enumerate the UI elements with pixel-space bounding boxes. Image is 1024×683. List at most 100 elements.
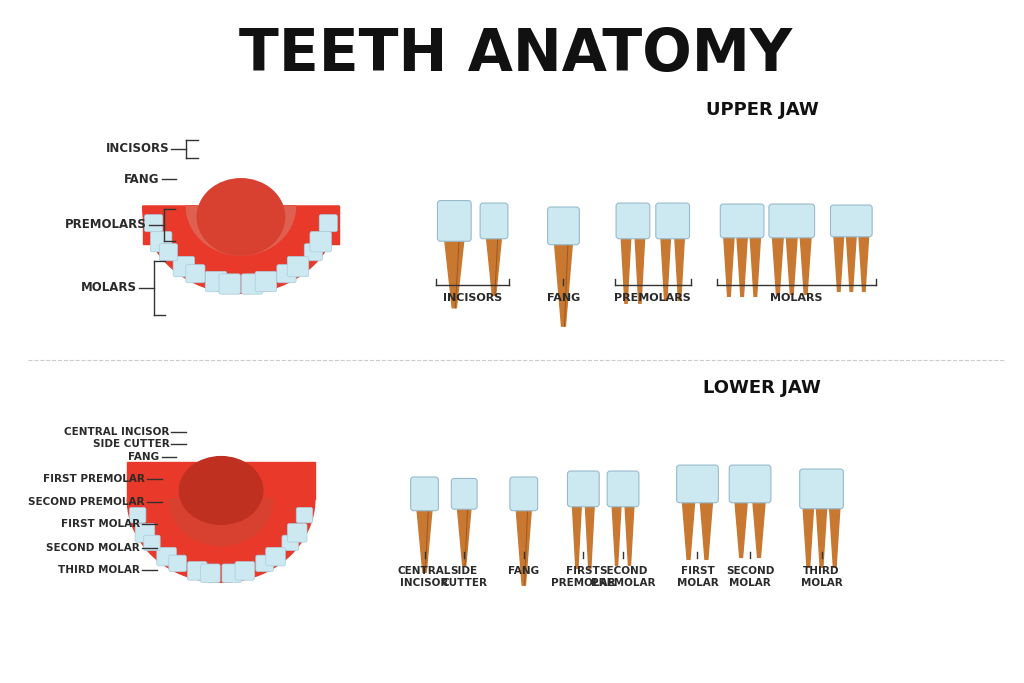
Polygon shape	[660, 236, 671, 301]
Polygon shape	[127, 499, 314, 582]
Polygon shape	[169, 499, 273, 546]
Polygon shape	[735, 500, 748, 557]
FancyBboxPatch shape	[185, 264, 205, 283]
Text: INCISORS: INCISORS	[443, 294, 503, 303]
Text: SIDE CUTTER: SIDE CUTTER	[93, 439, 169, 449]
FancyBboxPatch shape	[288, 524, 307, 542]
FancyBboxPatch shape	[276, 264, 296, 283]
Text: PREMOLARS: PREMOLARS	[614, 294, 691, 303]
FancyBboxPatch shape	[607, 471, 639, 507]
FancyBboxPatch shape	[282, 535, 298, 550]
Polygon shape	[554, 242, 572, 326]
FancyBboxPatch shape	[144, 214, 163, 232]
FancyBboxPatch shape	[769, 204, 814, 238]
FancyBboxPatch shape	[201, 564, 220, 583]
Polygon shape	[186, 206, 296, 255]
FancyBboxPatch shape	[236, 561, 255, 580]
FancyBboxPatch shape	[677, 465, 718, 503]
Text: LOWER JAW: LOWER JAW	[703, 378, 821, 397]
FancyBboxPatch shape	[510, 477, 538, 511]
Polygon shape	[724, 235, 734, 296]
FancyBboxPatch shape	[169, 555, 186, 572]
Text: FANG: FANG	[124, 173, 160, 186]
Polygon shape	[803, 505, 814, 568]
Polygon shape	[750, 235, 761, 296]
Text: SECOND
PREMOLAR: SECOND PREMOLAR	[591, 566, 655, 588]
Text: THIRD
MOLAR: THIRD MOLAR	[801, 566, 843, 588]
FancyBboxPatch shape	[288, 256, 308, 277]
FancyBboxPatch shape	[205, 271, 226, 292]
Polygon shape	[572, 504, 582, 568]
Polygon shape	[834, 234, 844, 292]
FancyBboxPatch shape	[310, 232, 332, 252]
Text: INCISORS: INCISORS	[105, 143, 169, 156]
Text: FANG: FANG	[547, 294, 581, 303]
Text: FIRST
PREMOLAR: FIRST PREMOLAR	[551, 566, 615, 588]
Polygon shape	[586, 504, 594, 568]
Ellipse shape	[179, 457, 263, 525]
Polygon shape	[635, 236, 645, 303]
FancyBboxPatch shape	[160, 244, 177, 261]
FancyBboxPatch shape	[452, 479, 477, 510]
Polygon shape	[846, 234, 856, 292]
Polygon shape	[142, 206, 339, 245]
Text: CENTRAL
INCISOR: CENTRAL INCISOR	[398, 566, 452, 588]
Text: THIRD MOLAR: THIRD MOLAR	[57, 566, 139, 575]
Text: SECOND
MOLAR: SECOND MOLAR	[726, 566, 774, 588]
Polygon shape	[516, 507, 531, 585]
FancyBboxPatch shape	[143, 535, 160, 550]
Text: TEETH ANATOMY: TEETH ANATOMY	[240, 26, 793, 83]
FancyBboxPatch shape	[411, 477, 438, 511]
Text: SECOND MOLAR: SECOND MOLAR	[46, 544, 139, 553]
FancyBboxPatch shape	[437, 201, 471, 241]
Text: SIDE
CUTTER: SIDE CUTTER	[441, 566, 487, 588]
Text: PREMOLARS: PREMOLARS	[65, 219, 146, 232]
FancyBboxPatch shape	[548, 207, 580, 245]
Polygon shape	[142, 206, 339, 294]
Polygon shape	[859, 234, 868, 292]
Ellipse shape	[198, 179, 285, 255]
Polygon shape	[753, 500, 765, 557]
FancyBboxPatch shape	[222, 564, 242, 583]
Text: MOLARS: MOLARS	[770, 294, 823, 303]
Polygon shape	[682, 500, 695, 559]
FancyBboxPatch shape	[187, 561, 207, 580]
Text: FIRST
MOLAR: FIRST MOLAR	[677, 566, 719, 588]
FancyBboxPatch shape	[480, 203, 508, 239]
FancyBboxPatch shape	[219, 274, 241, 294]
Text: FIRST MOLAR: FIRST MOLAR	[60, 518, 139, 529]
Polygon shape	[700, 500, 713, 559]
FancyBboxPatch shape	[135, 524, 155, 542]
Polygon shape	[612, 504, 622, 566]
Polygon shape	[829, 505, 840, 568]
FancyBboxPatch shape	[830, 205, 872, 237]
Polygon shape	[486, 236, 502, 295]
FancyBboxPatch shape	[567, 471, 599, 507]
Polygon shape	[622, 236, 631, 303]
FancyBboxPatch shape	[800, 469, 844, 509]
FancyBboxPatch shape	[173, 256, 195, 277]
Text: UPPER JAW: UPPER JAW	[706, 101, 818, 119]
Polygon shape	[675, 236, 684, 301]
FancyBboxPatch shape	[255, 271, 276, 292]
Polygon shape	[458, 506, 471, 566]
FancyBboxPatch shape	[319, 214, 337, 232]
FancyBboxPatch shape	[296, 507, 312, 523]
FancyBboxPatch shape	[720, 204, 764, 238]
FancyBboxPatch shape	[157, 547, 176, 566]
FancyBboxPatch shape	[266, 547, 286, 566]
Text: CENTRAL INCISOR: CENTRAL INCISOR	[65, 428, 169, 437]
Polygon shape	[816, 505, 826, 568]
FancyBboxPatch shape	[242, 274, 263, 294]
Text: FANG: FANG	[128, 452, 160, 462]
FancyBboxPatch shape	[655, 203, 689, 239]
FancyBboxPatch shape	[304, 244, 323, 261]
Text: FIRST PREMOLAR: FIRST PREMOLAR	[43, 474, 144, 484]
Polygon shape	[417, 507, 432, 572]
Polygon shape	[625, 504, 634, 566]
Polygon shape	[444, 238, 464, 308]
Polygon shape	[772, 235, 783, 294]
FancyBboxPatch shape	[129, 507, 145, 523]
FancyBboxPatch shape	[256, 555, 273, 572]
FancyBboxPatch shape	[729, 465, 771, 503]
